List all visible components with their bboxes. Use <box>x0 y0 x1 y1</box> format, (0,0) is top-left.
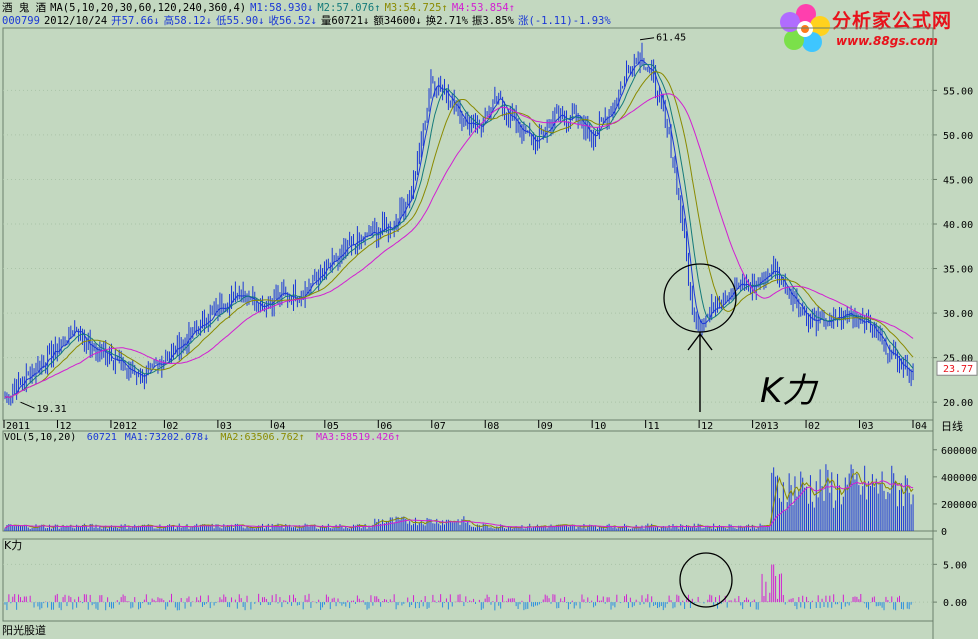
date-axis-label: 10 <box>594 421 606 432</box>
current-price: 23.77 <box>943 364 973 375</box>
period-label: 日线 <box>941 419 963 433</box>
ma-label: MA(5,10,20,30,60,120,240,360,4) <box>50 2 247 14</box>
k-axis-label: 0.00 <box>943 598 967 609</box>
quote-volume: 量60721↓ <box>320 15 370 27</box>
date-axis-label: 2013 <box>755 421 779 432</box>
annotation-arrow-icon <box>687 332 713 412</box>
volume-axis-label: 0 <box>941 527 947 538</box>
price-axis-label: 35.00 <box>943 265 973 276</box>
date-axis-label: 12 <box>701 421 713 432</box>
date-axis-label: 06 <box>380 421 392 432</box>
date-axis-label: 04 <box>915 421 927 432</box>
volume-header-item: MA3:58519.426↑ <box>316 432 400 443</box>
price-axis-label: 25.00 <box>943 354 973 365</box>
price-axis-label: 45.00 <box>943 175 973 186</box>
price-axis-label: 55.00 <box>943 86 973 97</box>
date-axis-label: 03 <box>220 421 232 432</box>
date-axis-label: 11 <box>648 421 660 432</box>
volume-header-item: VOL(5,10,20) <box>4 432 76 443</box>
date-axis-label: 05 <box>327 421 339 432</box>
ma40-line <box>4 93 914 399</box>
quote-date: 2012/10/24 <box>43 15 108 27</box>
price-axis-label: 20.00 <box>943 398 973 409</box>
volume-header-item: 60721 <box>87 432 117 443</box>
footer-label: 阳光股道 <box>2 624 46 637</box>
price-axis-label: 40.00 <box>943 220 973 231</box>
k-axis-label: 5.00 <box>943 560 967 571</box>
price-axis-label: 30.00 <box>943 309 973 320</box>
quote-close: 收56.52↓ <box>268 15 317 27</box>
quote-amount: 额34600↓ <box>373 15 422 27</box>
date-axis-label: 12 <box>59 421 71 432</box>
vol-ma3-line <box>4 479 914 529</box>
date-axis-label: 02 <box>166 421 178 432</box>
date-axis-label: 2011 <box>6 421 30 432</box>
stock-name: 酒 鬼 酒 <box>2 2 47 14</box>
site-logo: 分析家公式网 www.88gs.com <box>776 0 976 54</box>
k-annotation-circle <box>679 552 733 608</box>
quote-change: 涨(-1.11)-1.93% <box>518 15 611 27</box>
quote-open: 开57.66↓ <box>111 15 160 27</box>
ma5-line <box>4 59 914 399</box>
date-axis-label: 08 <box>487 421 499 432</box>
low-note: 19.31 <box>36 404 66 415</box>
ma10-line <box>4 63 914 399</box>
logo-url: www.88gs.com <box>836 34 938 48</box>
quote-low: 低55.90↓ <box>216 15 265 27</box>
ma-m1: M1:58.930↓ <box>250 2 314 14</box>
low-note-pointer <box>20 401 35 409</box>
vol-ma1-line <box>4 471 914 529</box>
volume-axis-label: 400000 <box>941 473 977 484</box>
ma-m2: M2:57.076↑ <box>317 2 381 14</box>
volume-header-item: MA1:73202.078↓ <box>125 432 209 443</box>
date-axis-label: 09 <box>541 421 553 432</box>
quote-amplitude: 振3.85% <box>471 15 514 27</box>
volume-header-item: MA2:63506.762↑ <box>220 432 304 443</box>
date-axis-label: 04 <box>273 421 285 432</box>
ma-m4: M4:53.854↑ <box>451 2 516 14</box>
volume-axis-label: 200000 <box>941 500 977 511</box>
quote-turnover: 换2.71% <box>425 15 468 27</box>
volume-axis-label: 600000 <box>941 446 977 457</box>
quote-header: 000799 2012/10/24 开57.66↓ 高58.12↓ 低55.90↓ 收56… <box>2 15 615 28</box>
date-axis-label: 07 <box>434 421 446 432</box>
ma20-line <box>4 71 914 399</box>
quote-high: 高58.12↓ <box>163 15 213 27</box>
logo-title: 分析家公式网 <box>832 10 953 32</box>
date-axis-label: 03 <box>862 421 874 432</box>
stock-code: 000799 <box>2 15 40 27</box>
indicator-header: 酒 鬼 酒 MA(5,10,20,30,60,120,240,360,4) M1:5… <box>2 2 519 15</box>
ma-m3: M3:54.725↑ <box>384 2 448 14</box>
date-axis-label: 2012 <box>113 421 137 432</box>
high-note: 61.45 <box>656 33 686 44</box>
k-panel-frame <box>2 538 934 622</box>
current-price-tag <box>936 360 978 376</box>
k-panel-label: K力 <box>4 539 22 552</box>
high-note-pointer <box>639 37 655 41</box>
price-axis-label: 50.00 <box>943 131 973 142</box>
flower-logo-icon <box>780 4 830 52</box>
annotation-text: K力 <box>760 371 819 411</box>
date-axis-label: 02 <box>808 421 820 432</box>
